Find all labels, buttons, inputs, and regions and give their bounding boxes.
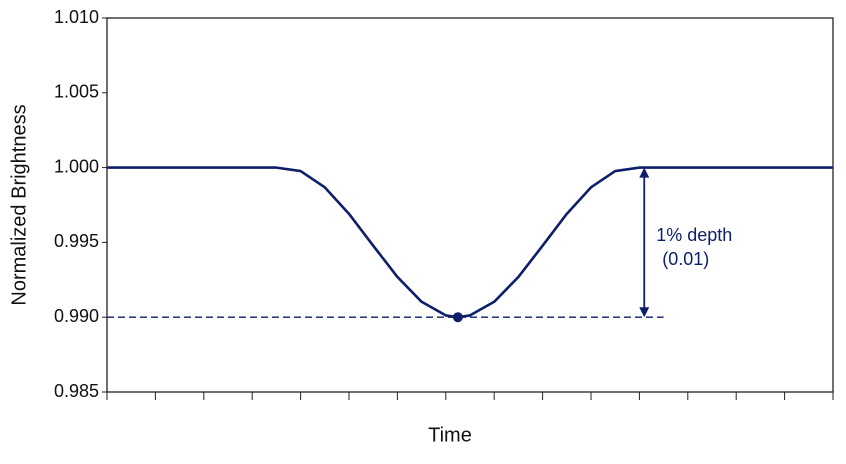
y-tick-label: 0.985	[54, 381, 99, 401]
y-tick-label: 0.995	[54, 231, 99, 251]
x-axis-label: Time	[428, 424, 472, 446]
y-tick-label: 0.990	[54, 306, 99, 326]
arrow-head	[639, 167, 650, 178]
y-axis-label: Normalized Brightness	[8, 104, 30, 305]
arrow-head	[639, 307, 650, 318]
y-tick-label: 1.010	[54, 7, 99, 27]
y-tick-label: 1.005	[54, 82, 99, 102]
annotation: (0.01)	[662, 249, 709, 269]
minimum-marker	[452, 312, 463, 323]
y-tick-label: 1.000	[54, 156, 99, 176]
annotation: 1% depth	[656, 225, 732, 245]
plot-frame	[106, 17, 834, 393]
